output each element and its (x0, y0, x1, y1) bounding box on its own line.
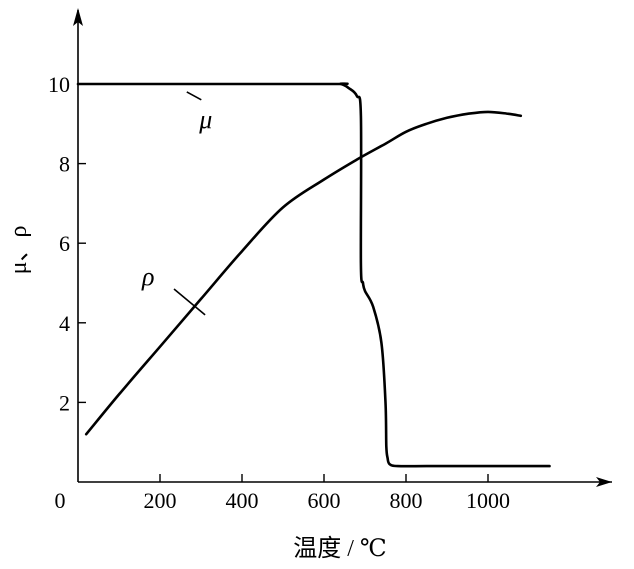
rho-curve (84, 110, 523, 436)
y-tick-label: 4 (59, 311, 70, 336)
y-axis-title: μ、ρ (6, 226, 32, 275)
rho-label: ρ (141, 262, 154, 291)
mu-label: μ (198, 105, 212, 134)
y-tick-label: 2 (59, 390, 70, 415)
mu-label-leader (186, 91, 202, 101)
x-tick-label: 400 (226, 488, 259, 513)
y-tick-label: 8 (59, 152, 70, 177)
y-tick-label: 10 (48, 72, 70, 97)
axes (73, 8, 612, 487)
y-tick-label: 6 (59, 231, 70, 256)
x-tick-label: 1000 (466, 488, 510, 513)
x-axis-arrow (596, 477, 612, 487)
mu-curve (76, 82, 551, 468)
x-axis-title: 温度 / ℃ (293, 535, 387, 562)
origin-tick-label: 0 (55, 488, 66, 513)
x-tick-label: 200 (144, 488, 177, 513)
rho-label-leader (173, 288, 206, 316)
x-tick-label: 800 (390, 488, 423, 513)
series-lines (76, 82, 551, 468)
labels: 温度 / ℃ μ、ρ 0 μ ρ (6, 105, 387, 562)
x-tick-label: 600 (308, 488, 341, 513)
y-axis-arrow (73, 8, 83, 26)
ticks: 200 400 600 800 1000 2 4 6 8 10 (48, 72, 510, 513)
